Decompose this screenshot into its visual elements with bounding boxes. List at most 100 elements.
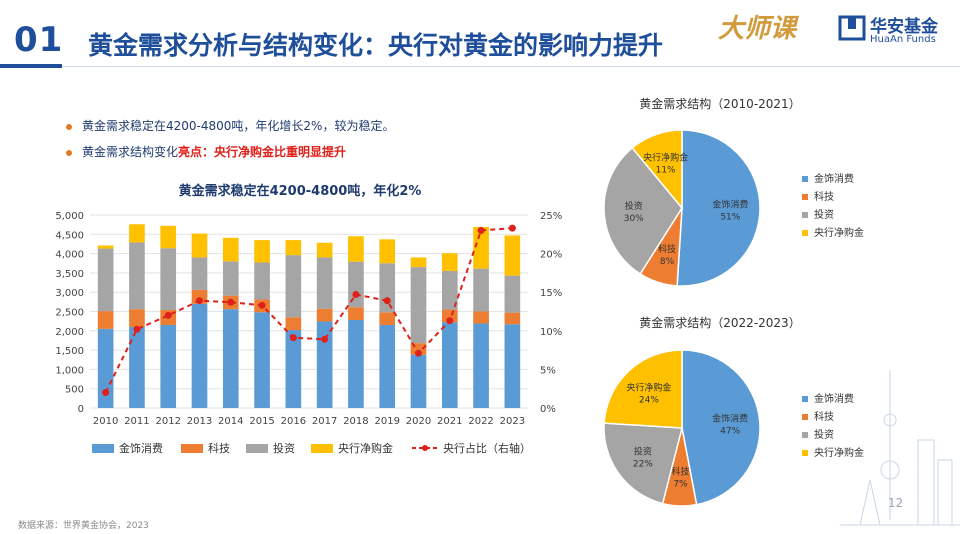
bar-segment (97, 311, 114, 329)
line-point (133, 325, 141, 333)
brand-logo: 华安基金 HuaAn Funds (838, 12, 956, 48)
legend-line-marker (422, 445, 428, 451)
x-tick-label: 2016 (281, 416, 306, 427)
pie-slice-label: 22% (633, 459, 653, 469)
legend-swatch (802, 212, 808, 218)
pie-slice (603, 349, 683, 429)
line-point (289, 334, 297, 342)
bullet-dot-icon (66, 123, 72, 130)
legend-label: 央行净购金 (814, 226, 864, 239)
bar-segment (160, 325, 177, 408)
legend-swatch (802, 414, 808, 420)
header-divider (62, 66, 960, 67)
line-point (164, 311, 172, 319)
y-tick-label: 5,000 (55, 211, 84, 222)
bar-segment (348, 236, 364, 262)
bar-segment (473, 311, 489, 324)
x-tick-label: 2010 (93, 416, 118, 427)
bar-segment (504, 312, 521, 325)
bar-segment (348, 307, 364, 320)
bar-segment (348, 261, 364, 308)
legend-label: 央行净购金 (338, 441, 393, 455)
legend-label: 央行净购金 (814, 446, 864, 459)
y-tick-label: 4,000 (55, 250, 84, 261)
legend-label: 央行占比（右轴） (443, 441, 531, 455)
bar-segment (441, 270, 458, 310)
bar-segment (441, 322, 458, 408)
bullet-text: 黄金需求结构变化 (82, 145, 179, 159)
pie-slice-name: 金饰消费 (712, 199, 748, 211)
page-title: 黄金需求分析与结构变化：央行对黄金的影响力提升 (88, 31, 664, 60)
pie-slice-label: 24% (639, 396, 659, 406)
pie-slice-name: 央行净购金 (626, 382, 671, 394)
bar-segment (379, 239, 396, 264)
bar-segment (160, 225, 177, 249)
x-tick-label: 2018 (343, 416, 368, 427)
y-tick-label: 4,500 (55, 230, 84, 241)
line-point (415, 349, 422, 357)
bar-segment (473, 323, 489, 408)
slide-number: 01 (14, 20, 64, 60)
y-tick-label: 2,000 (55, 327, 84, 338)
city-skyline-decoration (840, 370, 960, 526)
pie-slice-name: 科技 (658, 243, 676, 255)
bar-segment (504, 235, 521, 276)
pie-slice-label: 7% (673, 479, 688, 489)
bar-segment (97, 245, 114, 249)
huaan-logo-icon (838, 15, 866, 41)
legend-swatch (802, 450, 808, 456)
bar-chart-title: 黄金需求稳定在4200-4800吨，年化2% (178, 184, 422, 199)
y-tick-label: 3,500 (55, 269, 84, 280)
y2-tick-label: 25% (540, 211, 562, 222)
pie-slice-label: 8% (660, 257, 675, 267)
legend-label: 金饰消费 (814, 392, 854, 405)
legend-label: 科技 (814, 190, 834, 203)
pie-slice-name: 投资 (634, 445, 652, 457)
pie-chart-title-2010-2021: 黄金需求结构（2010-2021） (639, 97, 801, 111)
line-point (508, 224, 516, 232)
brand-name-cn: 华安基金 (870, 17, 938, 37)
legend-swatch (92, 444, 114, 453)
bar-segment (441, 309, 458, 323)
y2-tick-label: 20% (540, 250, 562, 261)
pie-slice-name: 金饰消费 (712, 412, 748, 424)
bar-segment (504, 275, 521, 313)
bar-segment (441, 253, 458, 271)
bar-segment (473, 226, 489, 269)
legend-swatch (311, 444, 333, 453)
legend-label: 投资 (814, 428, 834, 441)
bar-segment (97, 248, 114, 312)
bar-segment (191, 289, 208, 304)
bar-segment (316, 257, 333, 309)
bar-segment (160, 248, 177, 310)
x-tick-label: 2011 (124, 416, 149, 427)
data-source-note: 数据来源：世界黄金协会，2023 (18, 521, 149, 531)
pie-slice (676, 129, 761, 287)
bar-segment (379, 325, 396, 408)
legend-swatch (246, 444, 268, 453)
line-point (352, 291, 360, 299)
bar-segment (473, 268, 489, 312)
bar-segment (129, 326, 145, 408)
legend-swatch (802, 194, 808, 200)
y-tick-label: 0 (78, 404, 84, 415)
pie-slice-name: 投资 (625, 200, 643, 212)
legend-label: 金饰消费 (814, 172, 854, 185)
legend-label: 金饰消费 (119, 441, 163, 455)
pie-slice-label: 30% (624, 214, 644, 224)
x-tick-label: 2013 (187, 416, 212, 427)
legend-label: 投资 (814, 208, 834, 221)
x-tick-label: 2017 (312, 416, 337, 427)
pie-slice-label: 47% (720, 426, 740, 436)
x-tick-label: 2020 (406, 416, 431, 427)
y-tick-label: 3,000 (55, 288, 84, 299)
pie-slice-label: 51% (720, 213, 740, 223)
bar-segment (410, 267, 427, 344)
bar-segment (348, 319, 364, 408)
y2-tick-label: 10% (540, 327, 562, 338)
legend-swatch (802, 230, 808, 236)
pie-slice-name: 科技 (671, 465, 689, 477)
bar-segment (316, 321, 333, 408)
page-number: 12 (888, 496, 904, 510)
